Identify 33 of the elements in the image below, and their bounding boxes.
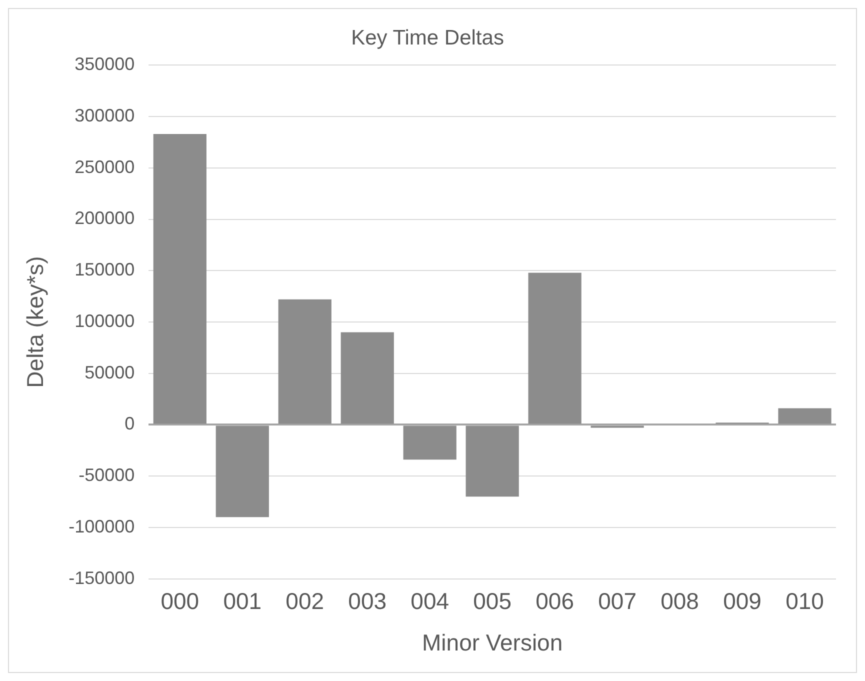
x-tick-label: 002 <box>286 588 324 614</box>
x-tick-label: 000 <box>160 588 200 614</box>
x-tick-label: 001 <box>223 588 262 614</box>
bar <box>340 332 394 424</box>
y-tick-label: 50000 <box>84 362 135 382</box>
y-tick-label: -50000 <box>78 465 135 486</box>
y-tick-label: -150000 <box>68 568 135 588</box>
y-tick-label: 300000 <box>74 106 135 126</box>
y-tick-label: -100000 <box>68 516 135 536</box>
x-tick-label: 007 <box>598 588 636 614</box>
x-axis-title: Minor Version <box>422 630 563 656</box>
y-tick-label: 350000 <box>74 54 135 74</box>
bar <box>466 426 519 497</box>
y-tick-label: 200000 <box>74 208 135 228</box>
chart-title: Key Time Deltas <box>351 26 504 50</box>
y-axis-title: Delta (key*s) <box>22 256 48 388</box>
bar <box>778 408 832 424</box>
x-tick-label: 008 <box>660 588 699 614</box>
y-tick-label: 250000 <box>74 156 135 177</box>
x-tick-label: 005 <box>473 588 512 614</box>
bar <box>216 426 269 518</box>
bar <box>403 426 456 460</box>
y-tick-label: 0 <box>124 414 135 434</box>
y-tick-label: 150000 <box>74 260 135 280</box>
bar <box>528 272 582 424</box>
x-tick-label: 003 <box>348 588 387 614</box>
bar <box>278 299 332 424</box>
x-tick-label: 006 <box>536 588 574 614</box>
x-tick-label: 009 <box>723 588 762 614</box>
y-tick-label: 100000 <box>74 310 135 331</box>
x-tick-label: 004 <box>410 588 450 614</box>
x-tick-label: 010 <box>786 588 824 614</box>
bar <box>153 134 206 424</box>
